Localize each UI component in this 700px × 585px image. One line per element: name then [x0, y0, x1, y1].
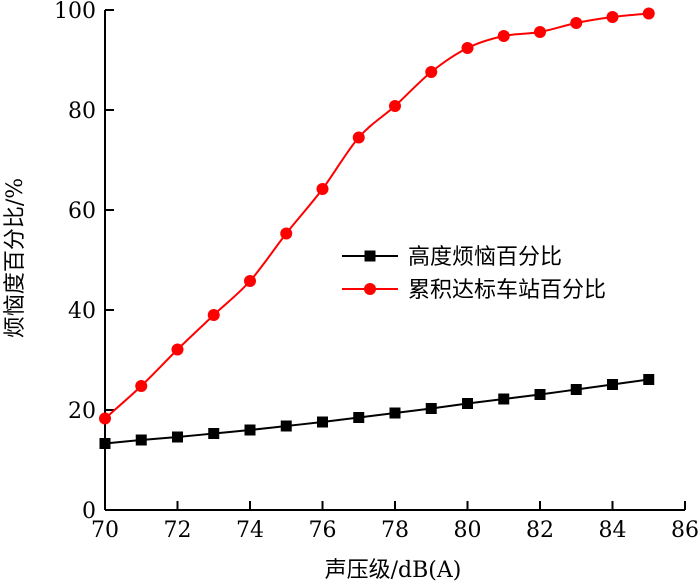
- x-tick-label: 78: [381, 518, 409, 543]
- y-tick-label: 100: [54, 0, 96, 24]
- data-point: [135, 380, 148, 392]
- data-point: [353, 412, 365, 423]
- data-point: [280, 420, 292, 432]
- legend-marker: [364, 283, 376, 295]
- data-point: [389, 100, 401, 112]
- x-tick-label: 76: [309, 518, 337, 543]
- y-tick-label: 80: [68, 99, 96, 124]
- series-layer: [99, 7, 655, 449]
- series-2: [99, 7, 655, 425]
- data-point: [99, 412, 111, 425]
- data-point: [208, 428, 220, 439]
- data-point: [643, 374, 655, 385]
- data-point: [244, 424, 256, 436]
- x-tick-label: 70: [91, 518, 119, 543]
- y-axis-title: 烦恼度百分比/%: [3, 178, 28, 338]
- y-axis: 0 20 40 60 80 100: [54, 0, 114, 524]
- y-tick-label: 40: [68, 299, 96, 324]
- legend-item-2: 累积达标车站百分比: [342, 278, 606, 303]
- data-point: [135, 434, 147, 446]
- x-tick-label: 86: [671, 518, 699, 543]
- data-point: [570, 17, 583, 29]
- data-point: [534, 26, 546, 38]
- data-point: [280, 227, 293, 240]
- data-point: [425, 66, 438, 78]
- data-point: [389, 407, 401, 419]
- data-point: [172, 431, 183, 443]
- data-point: [352, 131, 365, 144]
- data-point: [570, 384, 582, 395]
- data-point: [171, 343, 184, 356]
- data-point: [425, 403, 437, 414]
- data-point: [498, 393, 510, 405]
- x-tick-label: 72: [164, 518, 192, 543]
- data-point: [461, 42, 474, 54]
- data-point: [316, 183, 329, 195]
- x-axis-title: 声压级/dB(A): [325, 558, 462, 583]
- x-tick-label: 82: [526, 518, 554, 543]
- data-point: [317, 416, 328, 428]
- x-tick-label: 74: [236, 518, 264, 543]
- data-point: [607, 379, 618, 390]
- series-1: [99, 374, 655, 449]
- data-point: [99, 438, 111, 449]
- series-2-line: [104, 12, 649, 420]
- data-point: [642, 7, 655, 20]
- data-point: [497, 30, 510, 42]
- y-tick-label: 60: [68, 199, 96, 224]
- data-point: [244, 275, 256, 287]
- x-tick-label: 80: [454, 518, 482, 543]
- legend-label: 高度烦恼百分比: [408, 245, 562, 270]
- legend-item-1: 高度烦恼百分比: [342, 245, 562, 270]
- series-1-line: [104, 378, 649, 445]
- data-point: [462, 398, 473, 409]
- y-tick-label: 20: [68, 399, 96, 424]
- x-tick-label: 84: [599, 518, 627, 543]
- data-point: [207, 309, 220, 321]
- y-tick-label: 0: [82, 499, 96, 524]
- data-point: [534, 389, 546, 400]
- x-axis: 70 72 74 76 78 80 82 84 86: [91, 501, 699, 543]
- legend-label: 累积达标车站百分比: [408, 278, 606, 303]
- legend-marker: [364, 250, 376, 262]
- data-point: [606, 11, 619, 23]
